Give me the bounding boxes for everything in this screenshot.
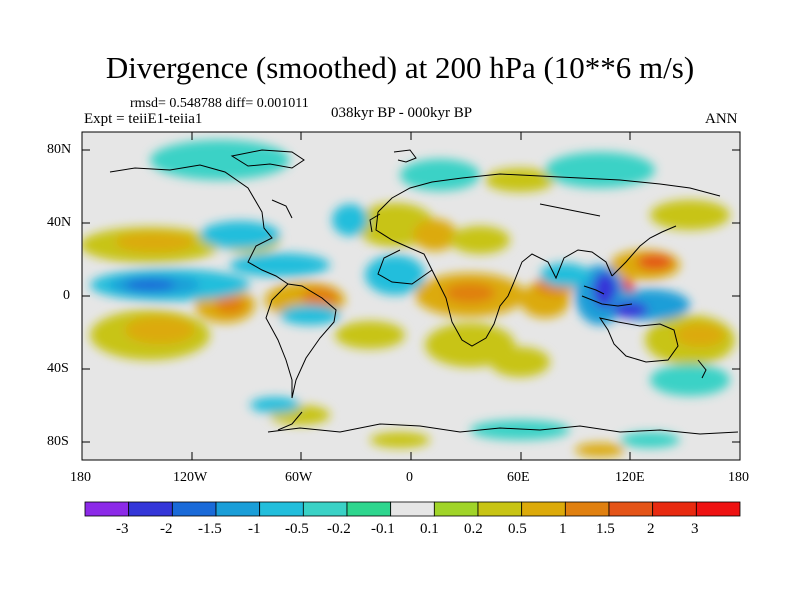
colorbar-swatch	[521, 501, 566, 517]
colorbar-label: -0.1	[371, 521, 395, 537]
colorbar-swatch	[259, 501, 304, 517]
lon-tick-label: 0	[406, 470, 413, 485]
period-label: 038kyr BP - 000kyr BP	[331, 105, 473, 121]
lon-tick-label: 180	[70, 470, 91, 485]
colorbar-label: -1	[248, 521, 261, 537]
lon-tick-label: 60W	[285, 470, 313, 485]
colorbar-swatch	[171, 501, 217, 517]
lat-tick-marks	[82, 149, 740, 443]
lat-tick-label: 80N	[47, 142, 72, 157]
lon-tick-label: 60E	[507, 470, 530, 485]
divergence-field	[82, 132, 740, 460]
colorbar-label: 1.5	[596, 521, 615, 537]
colorbar-label: 3	[691, 521, 699, 537]
colorbar-label: 0.2	[464, 521, 483, 537]
colorbar-label: -3	[116, 521, 129, 537]
colorbar-swatch	[215, 501, 261, 517]
colorbar-label: 0.5	[508, 521, 527, 537]
colorbar-label: 2	[647, 521, 655, 537]
colorbar-label: 1	[559, 521, 567, 537]
colorbar-swatch	[302, 501, 348, 517]
lat-tick-label: 40S	[47, 361, 69, 376]
colorbar-swatch	[608, 501, 654, 517]
colorbar-swatch	[477, 501, 523, 517]
lon-tick-label: 120E	[615, 470, 645, 485]
colorbar-label: 0.1	[420, 521, 439, 537]
stats-label: rmsd= 0.548788 diff= 0.001011	[130, 96, 309, 111]
colorbar-swatch	[695, 501, 741, 517]
lat-tick-label: 40N	[47, 215, 72, 230]
lon-tick-marks	[81, 132, 741, 460]
colorbar-swatch	[128, 501, 173, 517]
season-label: ANN	[705, 111, 738, 127]
colorbar-swatch	[564, 501, 610, 517]
colorbar-label: -0.2	[327, 521, 351, 537]
colorbar-swatch	[346, 501, 392, 517]
plot-title: Divergence (smoothed) at 200 hPa (10**6 …	[105, 50, 695, 85]
lat-tick-label: 80S	[47, 434, 69, 449]
colorbar-swatch	[84, 501, 130, 517]
experiment-label: Expt = teiiE1-teiia1	[84, 111, 203, 127]
colorbar-label: -1.5	[198, 521, 222, 537]
colorbar-swatch	[390, 501, 435, 517]
lon-tick-label: 120W	[173, 470, 208, 485]
colorbar-label: -2	[160, 521, 173, 537]
lon-tick-label: 180	[728, 470, 749, 485]
lat-tick-label: 0	[63, 288, 70, 303]
colorbar-swatch	[433, 501, 479, 517]
colorbar	[84, 501, 741, 517]
colorbar-label: -0.5	[285, 521, 309, 537]
colorbar-swatch	[652, 501, 697, 517]
